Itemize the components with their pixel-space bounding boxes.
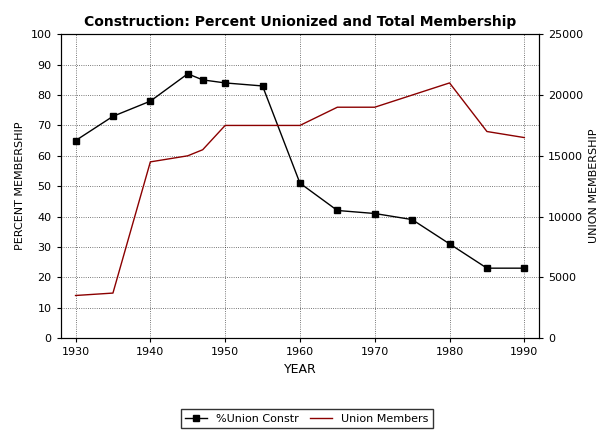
%Union Constr (408, 217, 416, 222)
Line: Union Members: Union Members (76, 83, 524, 296)
%Union Constr (184, 71, 192, 76)
Union Members (521, 135, 528, 140)
%Union Constr (72, 138, 79, 143)
%Union Constr (199, 77, 206, 82)
%Union Constr (296, 181, 303, 186)
Union Members (483, 129, 491, 134)
Union Members (184, 153, 192, 158)
%Union Constr (446, 241, 453, 247)
Y-axis label: UNION MEMBERSHIP: UNION MEMBERSHIP (589, 129, 599, 243)
Union Members (296, 123, 303, 128)
X-axis label: YEAR: YEAR (284, 362, 316, 375)
%Union Constr (371, 211, 378, 216)
%Union Constr (483, 266, 491, 271)
%Union Constr (147, 99, 154, 104)
%Union Constr (333, 208, 341, 213)
Line: %Union Constr: %Union Constr (73, 71, 527, 271)
Union Members (333, 105, 341, 110)
Title: Construction: Percent Unionized and Total Membership: Construction: Percent Unionized and Tota… (84, 15, 516, 29)
%Union Constr (521, 266, 528, 271)
%Union Constr (222, 80, 229, 85)
Union Members (371, 105, 378, 110)
Union Members (147, 159, 154, 164)
Union Members (199, 147, 206, 152)
Y-axis label: PERCENT MEMBERSHIP: PERCENT MEMBERSHIP (15, 122, 25, 250)
Union Members (222, 123, 229, 128)
%Union Constr (259, 83, 266, 89)
Union Members (259, 123, 266, 128)
Union Members (408, 92, 416, 98)
Union Members (446, 80, 453, 85)
Union Members (72, 293, 79, 298)
Union Members (109, 290, 117, 296)
Legend: %Union Constr, Union Members: %Union Constr, Union Members (181, 409, 433, 428)
%Union Constr (109, 114, 117, 119)
